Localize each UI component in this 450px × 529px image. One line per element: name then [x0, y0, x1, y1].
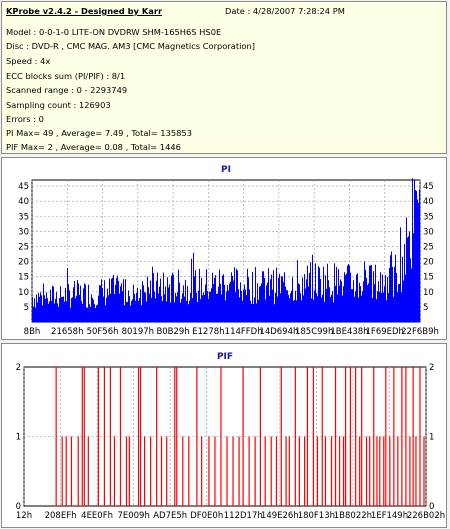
pi-ytick-left: 5	[24, 303, 29, 313]
pi-ytick-right: 45	[423, 182, 434, 192]
pif-xtick: 1EF149h	[371, 511, 408, 521]
pi-bars	[32, 178, 420, 322]
pi-ytick-right: 40	[423, 197, 434, 207]
pif-xtick: 7E009h	[117, 511, 149, 521]
pi-ytick-left: 10	[18, 288, 29, 298]
pif-ytick-right: 2	[429, 363, 434, 373]
scan-date: Date : 4/28/2007 7:28:24 PM	[225, 6, 345, 16]
info-speed: Speed : 4x	[6, 56, 51, 66]
pif-ytick-right: 0	[429, 502, 434, 512]
pif-xtick: 208EFh	[45, 511, 77, 521]
pif-xtick: 226B02h	[407, 511, 445, 521]
pi-ytick-right: 15	[423, 273, 434, 283]
pi-xtick: B0B29h	[156, 327, 189, 337]
pi-ytick-right: 10	[423, 288, 434, 298]
info-sampling-count: Sampling count : 126903	[6, 100, 111, 110]
pi-ytick-right: 25	[423, 242, 434, 252]
pif-chart-title: PIF	[217, 352, 233, 362]
pi-ytick-left: 25	[18, 242, 29, 252]
pi-xtick: 22F6B9h	[401, 327, 439, 337]
pi-chart-panel: PI 5 5 10 10 15 15 20 20 25 25 30 30 35 35 40 40 45 45 8Bh 2…	[1, 157, 447, 340]
pif-chart-panel: PIF 0 0 1 1 2 2 12h 208EFh 4EE0Fh 7E009h AD7E5h DF0E…	[1, 343, 447, 528]
pi-xtick: 21658h	[51, 327, 83, 337]
app-title: KProbe v2.4.2 - Designed by Karr	[6, 6, 163, 16]
pif-xtick: 12h	[16, 511, 32, 521]
pi-ytick-left: 20	[18, 258, 29, 268]
info-errors: Errors : 0	[6, 114, 44, 124]
pi-xtick: 114FFDh	[225, 327, 263, 337]
pi-xtick: 8Bh	[24, 327, 41, 337]
pi-chart-title: PI	[221, 165, 231, 175]
info-pi-stats: PI Max= 49 , Average= 7.49 , Total= 1358…	[6, 128, 192, 138]
pi-chart: PI 5 5 10 10 15 15 20 20 25 25 30 30 35 35 40 40 45 45 8Bh 2…	[18, 165, 439, 337]
pi-ytick-right: 30	[423, 227, 434, 237]
pi-ytick-right: 20	[423, 258, 434, 268]
pif-xtick: 4EE0Fh	[81, 511, 113, 521]
pi-xtick: 80197h	[122, 327, 154, 337]
pi-xtick: 185C99h	[295, 327, 333, 337]
pif-ytick-left: 0	[16, 502, 21, 512]
scan-info-panel: KProbe v2.4.2 - Designed by Karr Date : …	[1, 1, 447, 154]
pi-ytick-left: 45	[18, 182, 29, 192]
pi-xtick: E1278h	[192, 327, 224, 337]
pif-ytick-right: 1	[429, 433, 434, 443]
pi-ytick-left: 15	[18, 273, 29, 283]
info-pif-stats: PIF Max= 2 , Average= 0.08 , Total= 1446	[6, 142, 181, 152]
pi-ytick-left: 40	[18, 197, 29, 207]
pif-xtick: 149E26h	[261, 511, 299, 521]
pi-xtick: 50F56h	[87, 327, 119, 337]
pif-ytick-left: 1	[16, 433, 21, 443]
pi-xtick: 1BE438h	[330, 327, 368, 337]
pif-ytick-left: 2	[16, 363, 21, 373]
pi-ytick-left: 35	[18, 212, 29, 222]
pif-xtick: 1B8022h	[334, 511, 372, 521]
info-ecc-blocks: ECC blocks sum (PI/PIF) : 8/1	[6, 71, 126, 81]
info-disc: Disc : DVD-R , CMC MAG. AM3 [CMC Magneti…	[6, 41, 255, 51]
info-scanned-range: Scanned range : 0 - 2293749	[6, 85, 128, 95]
info-model: Model : 0-0-1-0 LITE-ON DVDRW SHM-165H6S…	[6, 27, 222, 37]
pi-ytick-right: 35	[423, 212, 434, 222]
pif-chart: PIF 0 0 1 1 2 2 12h 208EFh 4EE0Fh 7E009h AD7E5h DF0E…	[16, 352, 446, 521]
pif-xtick: AD7E5h	[153, 511, 187, 521]
pif-xtick: DF0E0h	[190, 511, 223, 521]
pi-xtick: 14D694h	[259, 327, 298, 337]
pi-ytick-right: 5	[423, 303, 428, 313]
pif-xtick: 112D17h	[224, 511, 263, 521]
pif-xtick: 180F13h	[298, 511, 335, 521]
pi-ytick-left: 30	[18, 227, 29, 237]
pi-xtick: 1F69EDh	[366, 327, 404, 337]
